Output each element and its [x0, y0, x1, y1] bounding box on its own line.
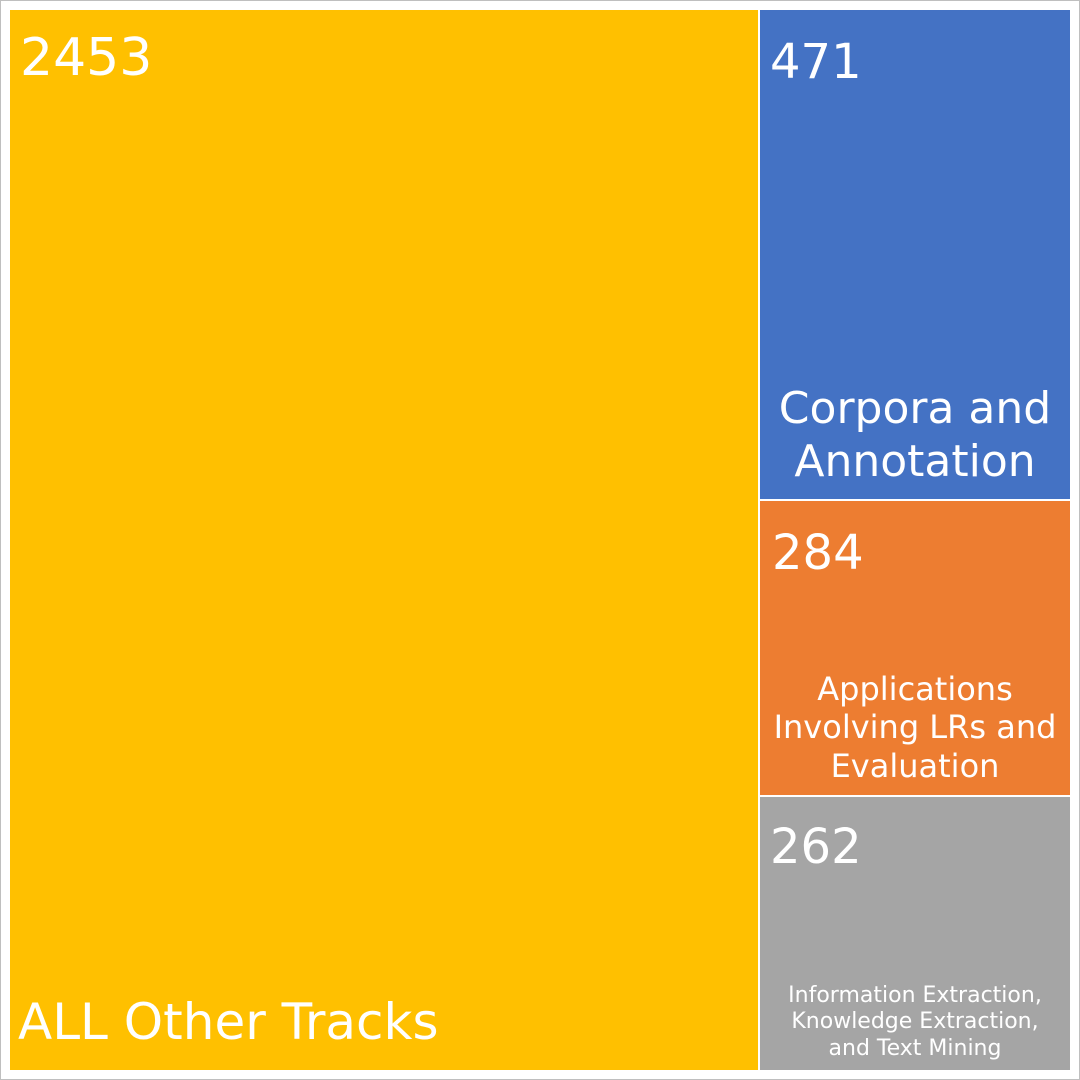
- treemap-value-label: 262: [770, 819, 862, 875]
- treemap-value-label: 471: [770, 34, 862, 90]
- treemap-tile-applications-involving-lrs-and-evaluation: 284 Applications Involving LRs and Evalua…: [760, 501, 1070, 795]
- treemap-tile-information-extraction-knowledge-extraction-and-text-mining: 262 Information Extraction, Knowledge Ext…: [760, 797, 1070, 1070]
- treemap-value-label: 2453: [20, 28, 153, 88]
- treemap-tile-all-other-tracks: 2453 ALL Other Tracks: [10, 10, 758, 1070]
- treemap-category-label: Information Extraction, Knowledge Extrac…: [788, 982, 1042, 1061]
- treemap-category-label: ALL Other Tracks: [18, 993, 439, 1051]
- treemap-category-label: Corpora and Annotation: [778, 383, 1052, 488]
- treemap-category-label: Applications Involving LRs and Evaluatio…: [773, 669, 1057, 785]
- treemap-tile-corpora-and-annotation: 471 Corpora and Annotation: [760, 10, 1070, 499]
- treemap-value-label: 284: [772, 525, 864, 581]
